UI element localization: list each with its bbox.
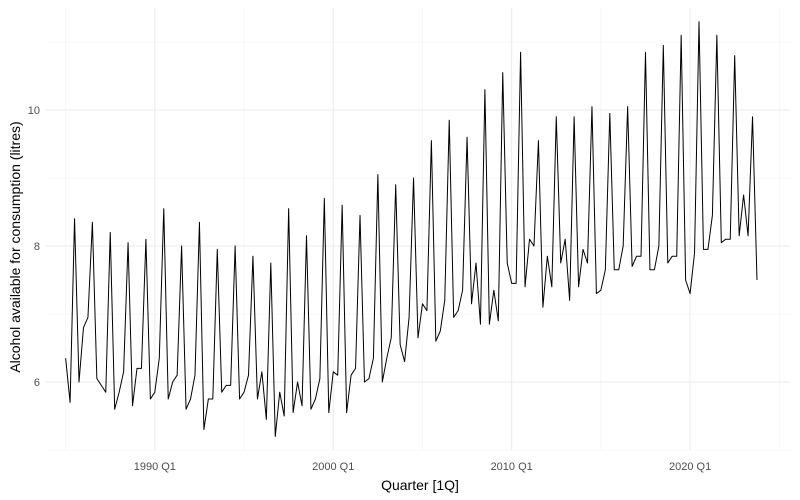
- x-tick-label: 2000 Q1: [312, 461, 354, 473]
- x-axis-ticks: 1990 Q1 2000 Q1 2010 Q1 2020 Q1: [134, 461, 711, 473]
- plot-panel: [46, 8, 790, 450]
- minor-gridlines: [46, 8, 790, 451]
- y-tick-label: 8: [34, 241, 40, 253]
- series-layer: [65, 21, 758, 437]
- y-tick-label: 10: [28, 105, 40, 117]
- x-tick-label: 2020 Q1: [669, 461, 711, 473]
- x-tick-label: 1990 Q1: [134, 461, 176, 473]
- x-axis-title: Quarter [1Q]: [381, 477, 459, 493]
- x-tick-label: 2010 Q1: [491, 461, 533, 473]
- y-axis-ticks: 6 8 10: [28, 105, 40, 389]
- y-axis-title: Alcohol available for consumption (litre…: [7, 121, 23, 372]
- y-tick-label: 6: [34, 377, 40, 389]
- series-line: [65, 21, 758, 437]
